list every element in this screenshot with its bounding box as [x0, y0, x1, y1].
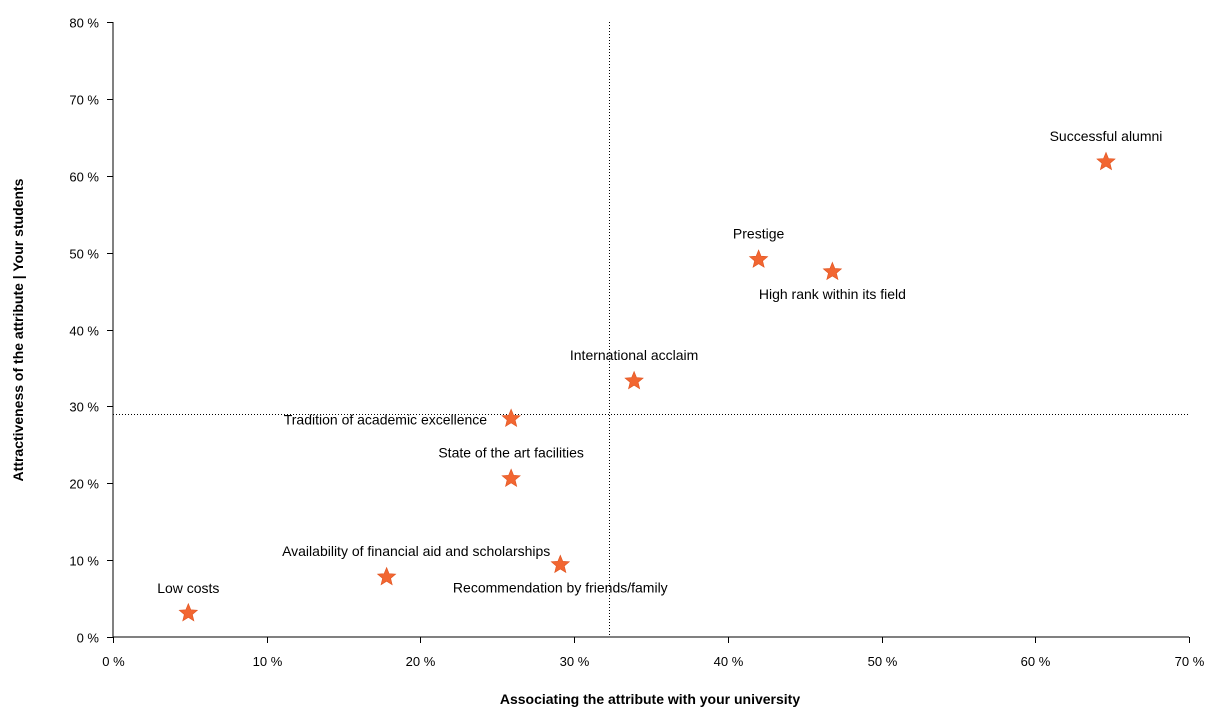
data-points: [178, 151, 1116, 622]
x-tick-label: 20 %: [406, 654, 436, 669]
data-point-label: High rank within its field: [759, 286, 906, 302]
data-point-label: State of the art facilities: [438, 445, 584, 461]
data-point-star: [550, 554, 571, 574]
y-tick-label: 10 %: [69, 554, 99, 569]
y-tick-label: 70 %: [69, 93, 99, 108]
data-point-label: Prestige: [733, 226, 785, 242]
x-tick-label: 50 %: [868, 654, 898, 669]
data-point-star: [748, 249, 769, 268]
data-point-star: [376, 566, 397, 586]
x-tick-label: 0 %: [102, 654, 125, 669]
x-tick-label: 60 %: [1021, 654, 1051, 669]
data-point-label: International acclaim: [570, 347, 698, 363]
y-tick-label: 30 %: [69, 400, 99, 415]
data-point-label: Low costs: [157, 580, 219, 596]
data-point-label: Recommendation by friends/family: [453, 580, 668, 596]
data-point-label: Successful alumni: [1050, 128, 1163, 144]
data-point-star: [178, 602, 199, 622]
data-point-label: Availability of financial aid and schola…: [282, 543, 550, 559]
x-tick-label: 40 %: [714, 654, 744, 669]
y-tick-label: 0 %: [77, 631, 100, 646]
x-tick-label: 70 %: [1175, 654, 1205, 669]
x-tick-label: 10 %: [253, 654, 283, 669]
data-point-star: [501, 408, 521, 428]
y-tick-label: 20 %: [69, 477, 99, 492]
data-point-star: [501, 468, 521, 487]
data-point-star: [1096, 151, 1116, 171]
y-tick-label: 50 %: [69, 247, 99, 262]
y-axis-title: Attractiveness of the attribute | Your s…: [10, 178, 26, 481]
data-point-star: [624, 370, 644, 390]
x-axis-title: Associating the attribute with your univ…: [500, 691, 800, 707]
point-labels: Low costs Availability of financial aid a…: [157, 128, 1162, 596]
y-tick-label: 40 %: [69, 324, 99, 339]
axes: 0 % 10 % 20 % 30 % 40 % 50 % 60 % 70 % 80 % 0 % 10…: [69, 16, 1204, 670]
data-point-label: Tradition of academic excellence: [284, 412, 488, 428]
y-tick-label: 80 %: [69, 16, 99, 31]
data-point-star: [822, 261, 843, 281]
reference-lines: [113, 22, 1189, 637]
x-tick-label: 30 %: [560, 654, 590, 669]
y-tick-label: 60 %: [69, 170, 99, 185]
